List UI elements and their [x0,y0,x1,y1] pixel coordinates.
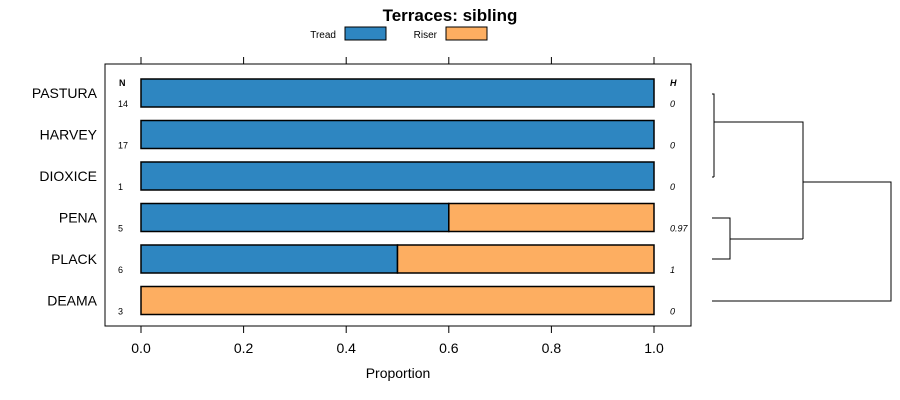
h-index-column: H 0 0 0 0.97 1 0 [670,78,689,317]
bar-segment [140,161,655,191]
legend-swatch [445,26,488,41]
dendrogram-branch [712,93,715,177]
bar-segment [140,285,655,316]
x-axis-label: Proportion [366,365,431,381]
category-label: PASTURA [32,85,98,101]
bar-segment [448,202,655,233]
h-index-value: 0 [670,141,675,151]
bar-segment [140,202,450,233]
count-value: 17 [118,141,128,151]
h-index-header: H [670,78,677,88]
x-tick-label: 0.4 [336,340,356,356]
category-label: HARVEY [40,127,98,143]
bar-segment [140,78,655,108]
count-value: 14 [118,99,128,109]
dendrogram [712,93,892,302]
count-value: 6 [118,265,123,275]
bar-segment [140,244,399,274]
bar-segment [396,244,655,274]
legend-label: Riser [414,30,438,41]
plot-frame [104,63,692,327]
x-tick-label: 1.0 [644,340,664,356]
x-tick-label: 0.8 [542,340,562,356]
dendrogram-branch [712,217,731,260]
category-label: PLACK [51,251,98,267]
h-index-value: 1 [670,265,675,275]
count-column: N 14 17 1 5 6 3 [118,78,128,317]
x-tick-label: 0.6 [439,340,459,356]
x-tick-label: 0.2 [234,340,254,356]
legend: Tread Riser [310,26,488,41]
category-label: DIOXICE [39,168,97,184]
count-value: 5 [118,224,123,234]
count-value: 3 [118,307,123,317]
h-index-value: 0.97 [670,224,689,234]
category-label: DEAMA [47,293,97,309]
x-tick-label: 0.0 [131,340,151,356]
count-header: N [119,78,126,88]
h-index-value: 0 [670,99,675,109]
bars [140,78,655,316]
chart-title: Terraces: sibling [383,6,518,25]
x-axis: 0.0 0.2 0.4 0.6 0.8 1.0 [131,57,664,356]
h-index-value: 0 [670,182,675,192]
category-labels: PASTURA HARVEY DIOXICE PENA PLACK DEAMA [32,85,98,309]
dendrogram-branch [712,181,892,302]
category-label: PENA [59,210,98,226]
legend-label: Tread [310,30,336,41]
count-value: 1 [118,182,123,192]
legend-swatch [344,26,387,41]
h-index-value: 0 [670,307,675,317]
bar-segment [140,119,655,150]
dendrogram-branch [714,121,804,239]
